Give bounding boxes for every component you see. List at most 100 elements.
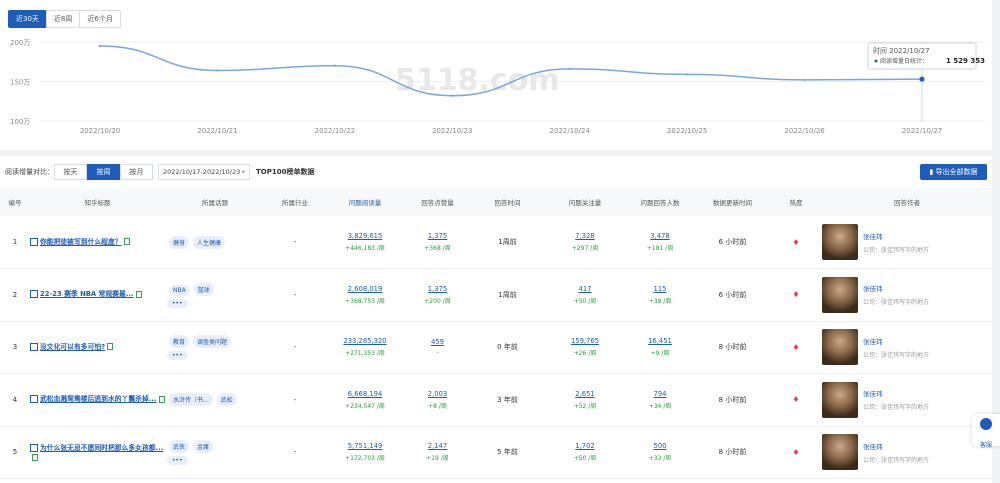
avatar[interactable]: [822, 224, 858, 260]
follows-value[interactable]: 7,328: [575, 232, 595, 240]
answerers-value[interactable]: 16,451: [648, 337, 672, 346]
follows-value[interactable]: 2,651: [575, 389, 595, 398]
tooltip-marker: [874, 59, 878, 63]
likes-value[interactable]: 1,375: [427, 232, 448, 240]
series-line: [99, 45, 923, 97]
author-name[interactable]: 张佳玮: [863, 442, 883, 451]
flame-icon: ♦: [792, 290, 800, 300]
external-link-icon[interactable]: [107, 343, 114, 351]
qr-code-icon[interactable]: [30, 443, 38, 452]
question-title-link[interactable]: 你能把徒被写到什么程度？: [40, 237, 122, 246]
reads-value[interactable]: 3,829,615: [347, 232, 383, 240]
table-row: 3 没文化可以有多可怕? 教育 调查类问题 ••• - 233,285,320 +271,35…: [0, 321, 992, 374]
topic-tag[interactable]: 篮球: [193, 282, 214, 296]
update-time-cell: 6 小时前: [695, 216, 770, 269]
heat-cell: ♦: [770, 373, 822, 427]
heat-cell: ♦: [770, 268, 822, 322]
topic-tag[interactable]: 武松: [216, 393, 237, 407]
segment-day[interactable]: 按天: [54, 164, 87, 180]
export-all-button[interactable]: ▮ 导出全部数据: [920, 164, 987, 180]
likes-value[interactable]: 2,003: [427, 389, 448, 398]
data-point: [568, 67, 571, 71]
external-link-icon[interactable]: [135, 290, 142, 298]
topic-tag[interactable]: 健身: [169, 235, 190, 249]
likes-value[interactable]: 2,147: [427, 442, 448, 451]
author-name[interactable]: 张佳玮: [863, 232, 883, 241]
tab-30-days[interactable]: 近30天: [8, 10, 47, 28]
answerers-value[interactable]: 500: [653, 442, 667, 451]
answerers-value[interactable]: 3,478: [650, 232, 670, 240]
col-follows-sort[interactable]: 问题关注量: [545, 188, 625, 216]
more-topics-button[interactable]: •••: [167, 456, 188, 466]
reads-value[interactable]: 6,668,194: [347, 389, 383, 398]
col-reads-sort[interactable]: 问题阅读量: [325, 188, 405, 216]
likes-delta: -: [436, 349, 439, 357]
avatar[interactable]: [822, 329, 858, 366]
tab-8-weeks[interactable]: 近8周: [45, 10, 81, 28]
col-heat-sort[interactable]: 热度: [770, 188, 822, 216]
likes-delta: +368 /周: [424, 245, 451, 252]
likes-cell: 1,375 +368 /周: [405, 216, 470, 269]
external-link-icon[interactable]: [158, 395, 165, 403]
likes-cell: 1,375 +200 /周: [405, 268, 470, 322]
topic-tag[interactable]: 教育: [169, 335, 190, 349]
topic-tag[interactable]: 武侠: [169, 440, 190, 454]
flame-icon: ♦: [792, 237, 800, 247]
author-company: 公司：张佳玮写字的地方: [863, 404, 930, 412]
heat-cell: ♦: [770, 216, 822, 269]
topic-tag[interactable]: 人生健康: [193, 235, 226, 249]
avatar[interactable]: [822, 381, 858, 418]
topic-tag[interactable]: NBA: [169, 284, 190, 296]
likes-delta: +200 /周: [424, 297, 451, 305]
qr-code-icon[interactable]: [30, 395, 38, 404]
reads-value[interactable]: 5,751,149: [347, 442, 383, 451]
answerers-value[interactable]: 115: [653, 284, 667, 293]
follows-value[interactable]: 159,765: [570, 337, 600, 346]
topic-tag[interactable]: 金庸: [193, 440, 214, 454]
follows-value[interactable]: 1,702: [575, 442, 595, 451]
col-answerers-sort[interactable]: 问题回答人数: [625, 188, 695, 216]
reads-cell: 2,608,019 +368,753 /周: [325, 268, 405, 322]
y-tick-label: 150万: [10, 79, 30, 87]
qr-code-icon[interactable]: [30, 237, 38, 246]
answerers-value[interactable]: 794: [653, 389, 667, 398]
reads-value[interactable]: 2,608,019: [347, 284, 383, 293]
date-range-select[interactable]: 2022/10/17-2022/10/23 ▾: [158, 164, 250, 180]
customer-service-button[interactable]: 客服: [972, 414, 1000, 449]
avatar[interactable]: [822, 434, 858, 471]
col-topic: 所属话题: [165, 188, 265, 216]
avatar[interactable]: [822, 276, 858, 313]
qr-code-icon[interactable]: [30, 342, 38, 351]
x-tick-label: 2022/10/26: [784, 127, 825, 135]
follows-value[interactable]: 417: [578, 284, 592, 293]
topic-tag[interactable]: 调查类问题: [193, 335, 232, 349]
more-topics-button[interactable]: •••: [167, 351, 188, 361]
tab-6-months[interactable]: 近6个月: [79, 10, 121, 28]
row-index: 1: [0, 216, 30, 269]
question-title-link[interactable]: 为什么张无忌不愿同时把那么多女孩都...: [40, 443, 164, 452]
external-link-icon[interactable]: [123, 238, 130, 245]
likes-value[interactable]: 459: [431, 338, 444, 347]
qr-code-icon[interactable]: [30, 290, 38, 299]
question-title-link[interactable]: 没文化可以有多可怕?: [40, 342, 106, 351]
author-name[interactable]: 张佳玮: [863, 285, 883, 294]
author-name[interactable]: 张佳玮: [863, 390, 883, 399]
segment-week[interactable]: 按周: [87, 164, 120, 180]
external-link-icon[interactable]: [32, 454, 38, 462]
x-tick-label: 2022/10/27: [902, 127, 942, 135]
more-topics-button[interactable]: •••: [167, 298, 188, 308]
question-title-link[interactable]: 武松血溅鸳鸯楼后逃到水的丫鬟杀掉...: [40, 395, 157, 404]
topic-tag[interactable]: 水浒传（书...: [169, 393, 213, 407]
industry-cell: -: [265, 373, 325, 427]
data-point: [216, 69, 219, 72]
row-index: 2: [0, 268, 30, 322]
reads-value[interactable]: 233,285,320: [343, 337, 387, 346]
row-index: 5: [0, 426, 30, 479]
segment-month[interactable]: 按月: [120, 164, 153, 180]
question-title-link[interactable]: 22-23 赛季 NBA 常规赛最...: [40, 290, 134, 299]
row-index: 3: [0, 321, 30, 374]
col-likes-sort[interactable]: 回答点赞量: [405, 188, 470, 216]
author-name[interactable]: 张佳玮: [863, 337, 883, 346]
likes-value[interactable]: 1,375: [427, 284, 448, 293]
watermark: 5118.com: [395, 63, 560, 98]
